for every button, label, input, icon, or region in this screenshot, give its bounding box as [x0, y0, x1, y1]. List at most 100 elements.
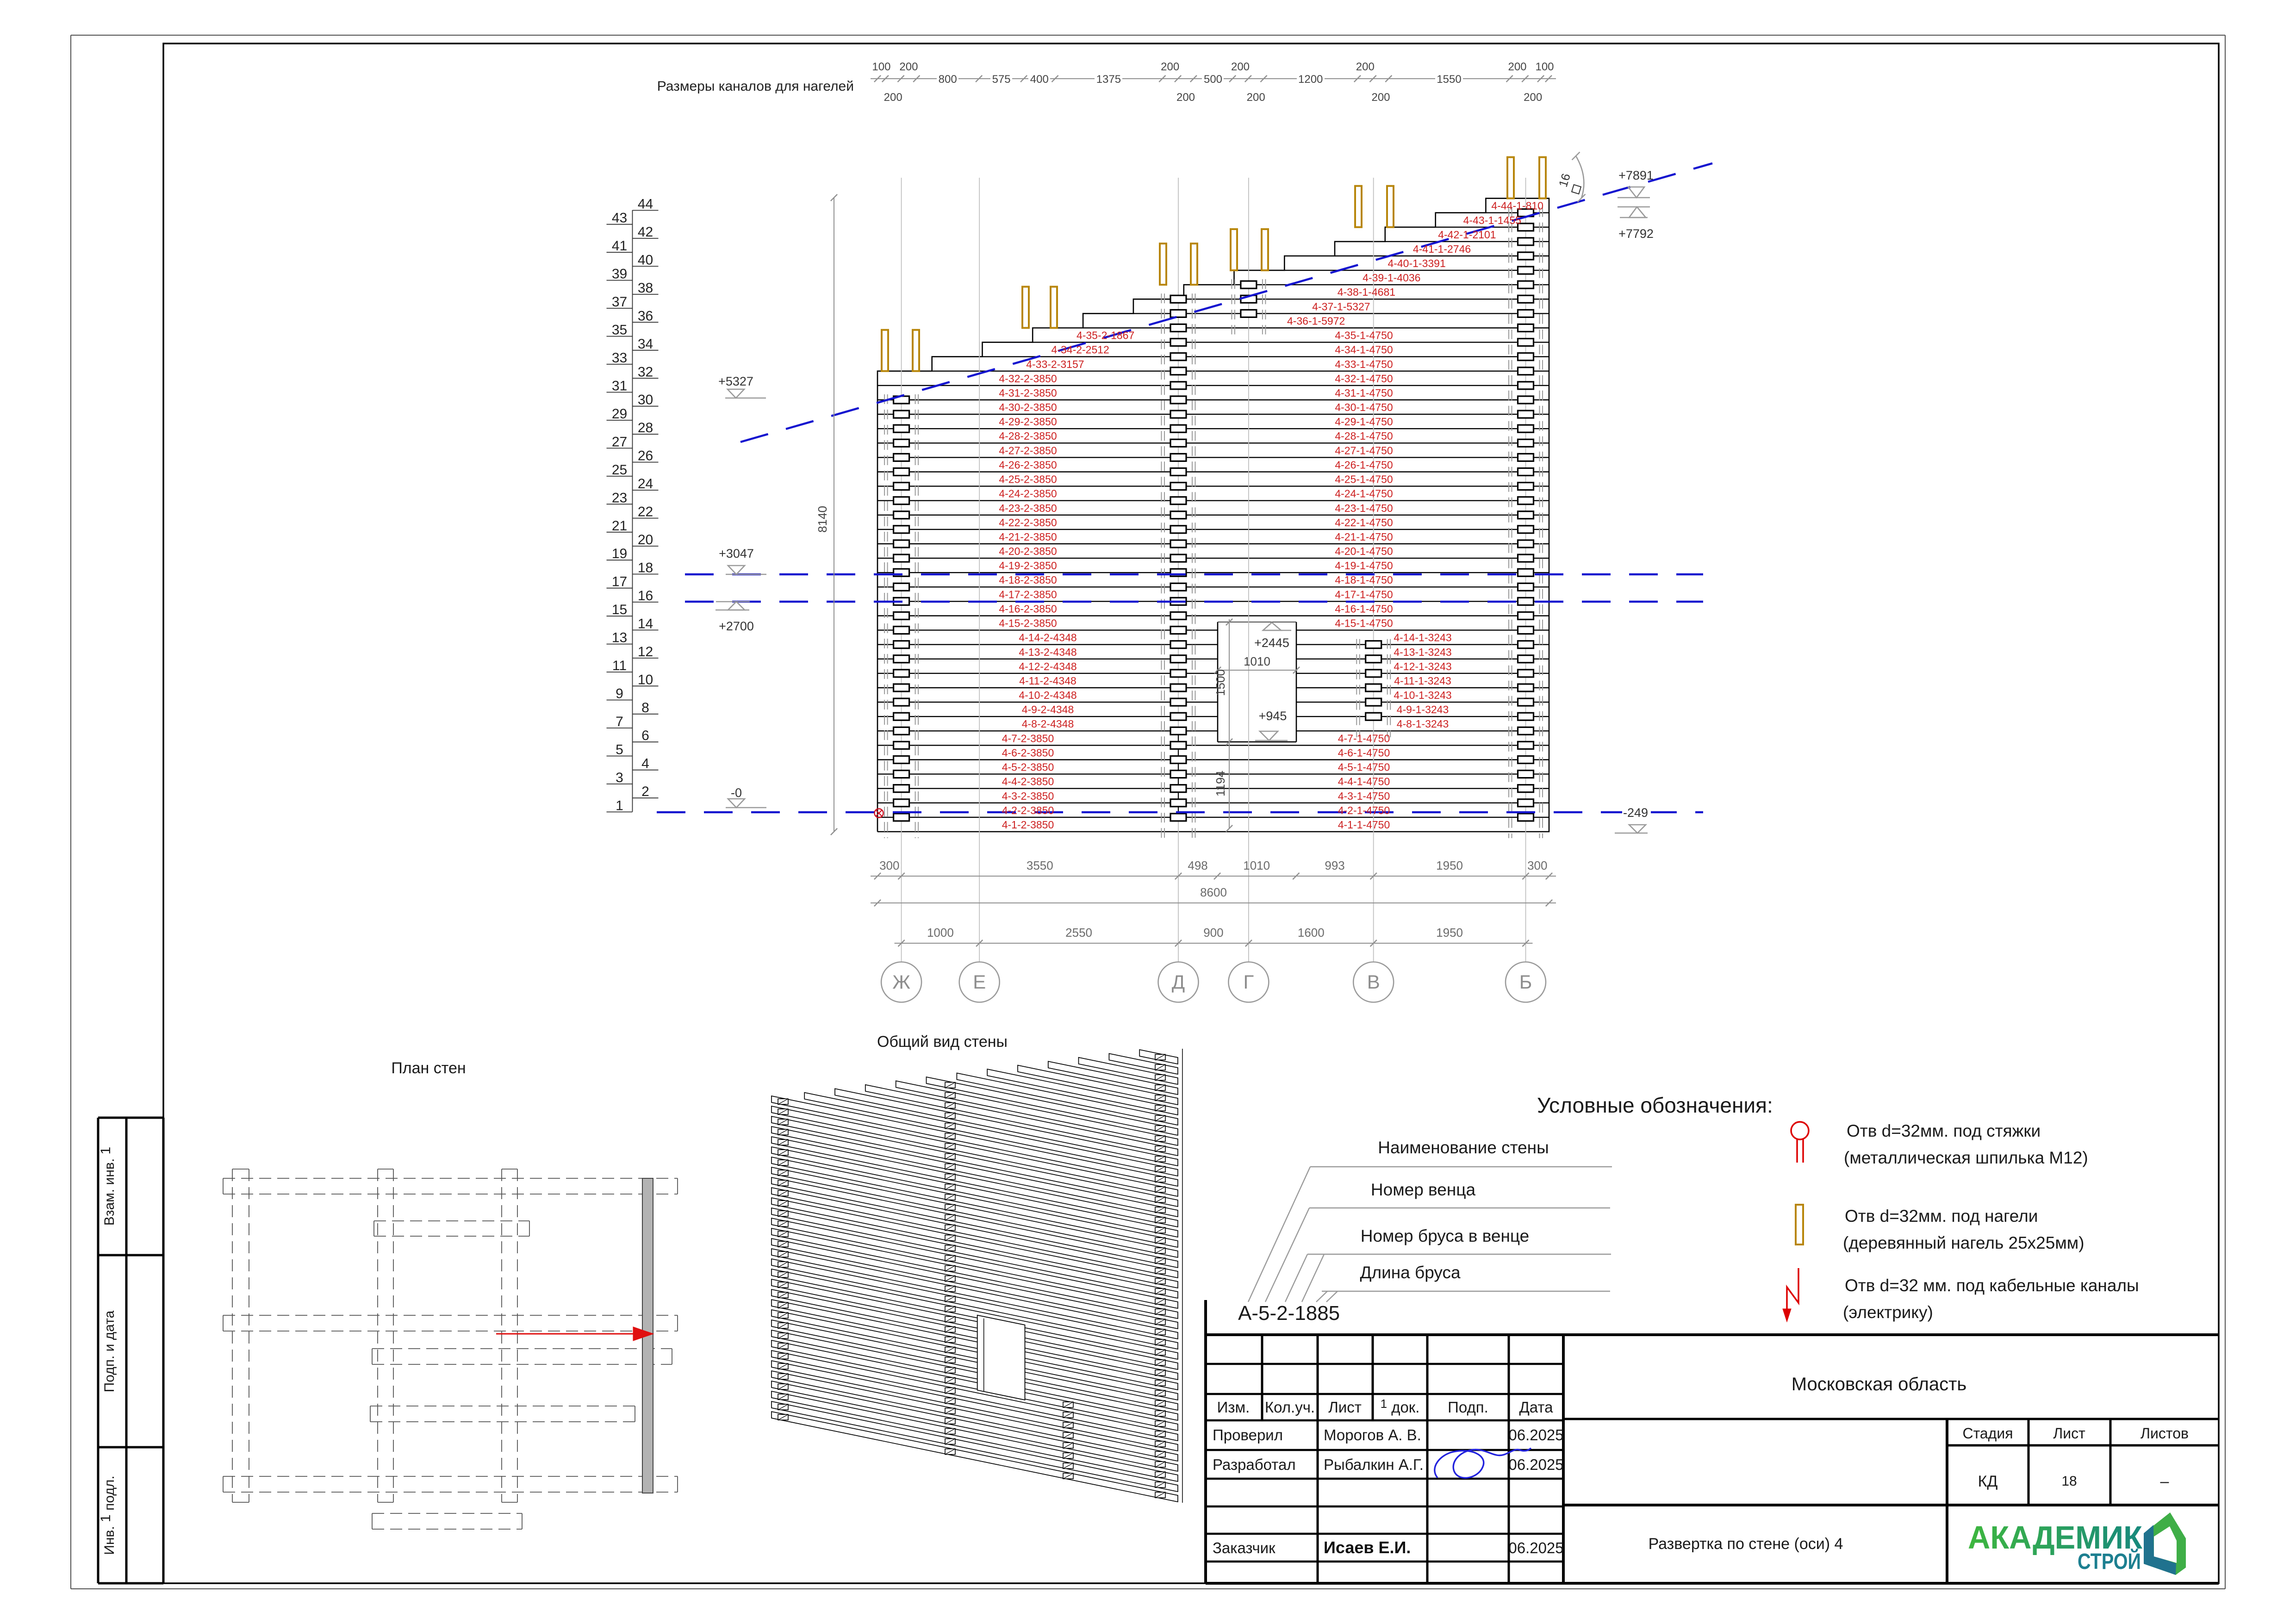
svg-text:4: 4	[641, 756, 649, 772]
svg-text:38: 38	[638, 280, 653, 296]
svg-text:Взам. инв. 1: Взам. инв. 1	[98, 1147, 117, 1226]
svg-text:4-13-1-3243: 4-13-1-3243	[1394, 646, 1451, 658]
svg-text:8: 8	[641, 700, 649, 716]
svg-text:Развертка по стене (оси) 4: Развертка по стене (оси) 4	[1649, 1535, 1843, 1553]
svg-text:4-29-1-4750: 4-29-1-4750	[1335, 416, 1393, 428]
svg-text:1950: 1950	[1436, 859, 1463, 872]
svg-text:-249: -249	[1623, 806, 1648, 820]
svg-text:13: 13	[612, 630, 627, 646]
svg-text:4-1-2-3850: 4-1-2-3850	[1002, 819, 1054, 831]
svg-text:(электрику): (электрику)	[1843, 1303, 1933, 1322]
svg-text:575: 575	[992, 73, 1011, 86]
svg-text:4-3-2-3850: 4-3-2-3850	[1002, 790, 1054, 802]
svg-text:+7891: +7891	[1618, 168, 1654, 182]
svg-text:Размеры каналов для нагелей: Размеры каналов для нагелей	[657, 79, 854, 94]
svg-text:25: 25	[612, 462, 627, 478]
svg-text:24: 24	[638, 476, 653, 492]
svg-text:4-20-1-4750: 4-20-1-4750	[1335, 545, 1393, 557]
svg-text:Ж: Ж	[892, 971, 910, 993]
svg-text:Общий вид стены: Общий вид стены	[877, 1033, 1008, 1051]
svg-text:1010: 1010	[1243, 859, 1270, 872]
svg-text:4-43-1-1455: 4-43-1-1455	[1463, 214, 1521, 226]
svg-text:4-22-2-3850: 4-22-2-3850	[999, 516, 1057, 529]
svg-text:Номер венца: Номер венца	[1371, 1180, 1476, 1199]
svg-text:4-6-1-4750: 4-6-1-4750	[1338, 747, 1390, 759]
svg-text:27: 27	[612, 434, 627, 449]
svg-text:Лист: Лист	[1328, 1399, 1362, 1416]
svg-text:1500: 1500	[1213, 669, 1227, 696]
svg-text:План стен: План стен	[391, 1059, 466, 1077]
svg-text:200: 200	[1161, 61, 1179, 73]
svg-text:44: 44	[638, 197, 653, 212]
svg-text:4-9-1-3243: 4-9-1-3243	[1397, 703, 1449, 716]
svg-text:4-4-1-4750: 4-4-1-4750	[1338, 776, 1390, 788]
svg-text:4-5-2-3850: 4-5-2-3850	[1002, 761, 1054, 773]
svg-text:Заказчик: Заказчик	[1213, 1539, 1276, 1556]
svg-text:Инв. 1 подл.: Инв. 1 подл.	[98, 1475, 117, 1555]
svg-text:Разработал: Разработал	[1213, 1456, 1296, 1473]
svg-text:1194: 1194	[1213, 771, 1227, 796]
svg-text:Подп.: Подп.	[1448, 1399, 1488, 1416]
svg-text:34: 34	[638, 336, 653, 352]
svg-text:6: 6	[641, 728, 649, 743]
svg-text:Стадия: Стадия	[1962, 1425, 2013, 1442]
svg-text:Морогов А. В.: Морогов А. В.	[1324, 1426, 1421, 1444]
svg-text:Номер бруса в венце: Номер бруса в венце	[1361, 1226, 1530, 1245]
svg-text:40: 40	[638, 252, 653, 268]
svg-text:100: 100	[1535, 61, 1554, 73]
svg-text:4-42-1-2101: 4-42-1-2101	[1438, 229, 1496, 241]
svg-text:4-8-2-4348: 4-8-2-4348	[1022, 718, 1074, 730]
svg-text:4-25-2-3850: 4-25-2-3850	[999, 473, 1057, 485]
svg-text:Подп. и дата: Подп. и дата	[102, 1310, 117, 1392]
svg-text:17: 17	[612, 574, 627, 590]
svg-text:06.2025: 06.2025	[1508, 1456, 1563, 1473]
svg-text:Исаев Е.И.: Исаев Е.И.	[1324, 1538, 1411, 1557]
svg-text:А-5-2-1885: А-5-2-1885	[1238, 1302, 1340, 1325]
svg-text:4-23-1-4750: 4-23-1-4750	[1335, 502, 1393, 514]
svg-text:200: 200	[1371, 91, 1390, 104]
svg-text:Изм.: Изм.	[1217, 1399, 1250, 1416]
svg-text:4-33-1-4750: 4-33-1-4750	[1335, 358, 1393, 370]
svg-text:4-21-2-3850: 4-21-2-3850	[999, 531, 1057, 543]
svg-text:1600: 1600	[1298, 926, 1325, 940]
svg-text:4-24-1-4750: 4-24-1-4750	[1335, 488, 1393, 500]
svg-text:400: 400	[1030, 73, 1049, 86]
svg-text:4-33-2-3157: 4-33-2-3157	[1026, 358, 1084, 370]
svg-text:4-31-2-3850: 4-31-2-3850	[999, 387, 1057, 399]
svg-text:Московская область: Московская область	[1792, 1374, 1967, 1394]
svg-text:4-20-2-3850: 4-20-2-3850	[999, 545, 1057, 557]
svg-text:800: 800	[939, 73, 957, 86]
svg-text:4-9-2-4348: 4-9-2-4348	[1022, 703, 1074, 716]
svg-text:23: 23	[612, 490, 627, 505]
svg-text:39: 39	[612, 267, 627, 282]
svg-text:4-18-2-3850: 4-18-2-3850	[999, 574, 1057, 586]
svg-text:4-5-1-4750: 4-5-1-4750	[1338, 761, 1390, 773]
svg-text:10: 10	[638, 672, 653, 687]
svg-text:22: 22	[638, 504, 653, 520]
svg-text:–: –	[2160, 1473, 2169, 1490]
svg-text:4-37-1-5327: 4-37-1-5327	[1312, 300, 1370, 312]
svg-text:4-17-1-4750: 4-17-1-4750	[1335, 588, 1393, 600]
svg-text:29: 29	[612, 406, 627, 422]
svg-text:СТРОЙ: СТРОЙ	[2078, 1549, 2141, 1574]
svg-text:4-38-1-4681: 4-38-1-4681	[1338, 286, 1395, 298]
svg-text:1950: 1950	[1436, 926, 1463, 940]
svg-text:900: 900	[1203, 926, 1223, 940]
svg-text:26: 26	[638, 448, 653, 464]
svg-text:200: 200	[899, 61, 918, 73]
svg-text:9: 9	[616, 686, 623, 702]
svg-text:АКАДЕМИК: АКАДЕМИК	[1968, 1519, 2142, 1556]
svg-text:20: 20	[638, 532, 653, 548]
svg-text:Листов: Листов	[2140, 1425, 2189, 1442]
svg-text:31: 31	[612, 379, 627, 394]
svg-text:В: В	[1367, 971, 1380, 993]
svg-text:1200: 1200	[1298, 73, 1323, 86]
svg-text:4-10-2-4348: 4-10-2-4348	[1019, 689, 1076, 701]
svg-text:4-35-2-1867: 4-35-2-1867	[1076, 330, 1134, 342]
svg-text:3550: 3550	[1027, 859, 1053, 872]
svg-text:5: 5	[616, 742, 623, 758]
svg-text:Отв d=32 мм. под кабельные кан: Отв d=32 мм. под кабельные каналы	[1845, 1276, 2139, 1295]
svg-text:Е: Е	[973, 971, 986, 993]
svg-text:Кол.уч.: Кол.уч.	[1265, 1399, 1315, 1416]
svg-text:33: 33	[612, 350, 627, 366]
